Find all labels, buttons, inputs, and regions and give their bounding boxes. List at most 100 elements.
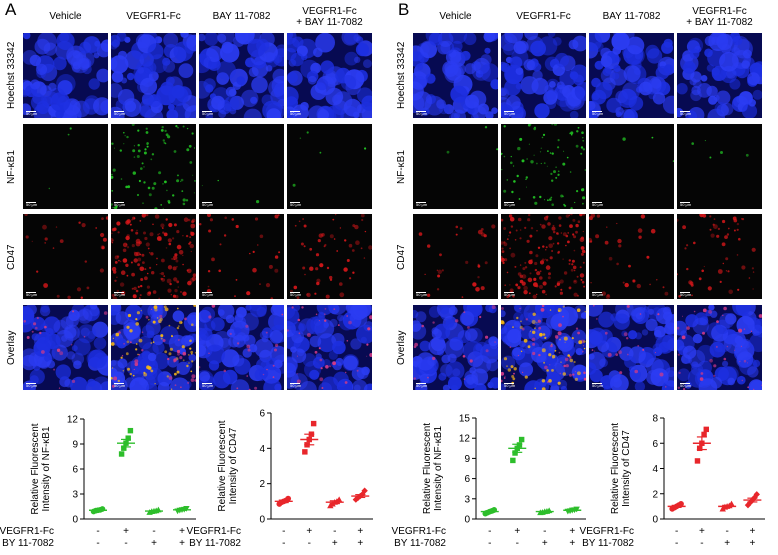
data-point — [701, 431, 707, 438]
y-tick-label: 0 — [464, 515, 470, 526]
micrograph-tile: 50 μm — [677, 305, 762, 390]
factor-mark: - — [675, 526, 678, 537]
micrograph-tile: 50 μm — [501, 124, 586, 209]
scale-bar-label: 50 μm — [114, 202, 126, 207]
data-point — [510, 457, 516, 464]
factor-mark: - — [96, 526, 99, 537]
scale-bar-label: 50 μm — [504, 383, 516, 388]
factor-label: BY 11-7082 — [582, 538, 634, 549]
scale-bar-label: 50 μm — [416, 383, 428, 388]
factor-mark: + — [724, 538, 730, 549]
micrograph-tile: 50 μm — [589, 305, 674, 390]
scale-bar-label: 50 μm — [504, 111, 516, 116]
column-header: Vehicle — [49, 11, 82, 22]
data-point — [751, 494, 758, 501]
micrograph-tile: 50 μm — [501, 33, 586, 118]
data-point — [753, 491, 760, 498]
micrograph-tile: 50 μm — [677, 214, 762, 299]
scale-bar-label: 50 μm — [290, 292, 302, 297]
y-tick-label: 2 — [652, 489, 658, 500]
data-point — [694, 458, 701, 464]
data-point — [118, 451, 125, 457]
factor-mark: + — [542, 538, 548, 549]
scale-bar-label: 50 μm — [114, 292, 126, 297]
micrograph-tile: 50 μm — [677, 124, 762, 209]
data-point — [512, 450, 518, 456]
scale-bar-label: 50 μm — [202, 383, 214, 388]
micrograph-tile: 50 μm — [199, 214, 284, 299]
y-tick-label: 0 — [652, 515, 658, 526]
y-tick-label: 4 — [259, 444, 265, 455]
y-tick-label: 3 — [72, 490, 78, 501]
micrograph-tile: 50 μm — [589, 214, 674, 299]
factor-mark: + — [306, 526, 312, 537]
panel-letter: A — [5, 0, 17, 19]
factor-mark: - — [96, 538, 99, 549]
column-header: BAY 11-7082 — [602, 11, 661, 22]
micrograph-tile: 50 μm — [413, 214, 498, 299]
factor-mark: - — [488, 526, 491, 537]
scale-bar-label: 50 μm — [592, 383, 604, 388]
column-header: BAY 11-7082 — [212, 11, 271, 22]
factor-mark: + — [179, 538, 185, 549]
micrograph-tile: 50 μm — [199, 33, 284, 118]
y-tick-label: 12 — [67, 415, 79, 426]
column-header: VEGFR1-Fc — [516, 11, 571, 22]
column-header: VEGFR1-Fc — [126, 11, 181, 22]
data-point — [518, 436, 525, 443]
scale-bar-label: 50 μm — [504, 292, 516, 297]
y-axis-label: Relative FluorescentIntensity of NF-κB1 — [30, 423, 52, 514]
factor-mark: - — [725, 526, 728, 537]
micrograph-tile: 50 μm — [589, 33, 674, 118]
y-tick-label: 15 — [459, 414, 471, 425]
factor-label: BY 11-7082 — [189, 538, 241, 549]
micrograph-tile: 50 μm — [501, 214, 586, 299]
y-tick-label: 3 — [464, 494, 470, 505]
scale-bar-label: 50 μm — [202, 202, 214, 207]
scale-bar-label: 50 μm — [26, 111, 38, 116]
scale-bar-label: 50 μm — [26, 292, 38, 297]
y-tick-label: 9 — [464, 454, 470, 465]
micrograph-tile: 50 μm — [287, 124, 372, 209]
y-tick-label: 12 — [459, 434, 471, 445]
micrograph-tile: 50 μm — [413, 33, 498, 118]
factor-mark: + — [357, 538, 363, 549]
factor-label: BY 11-7082 — [2, 538, 54, 549]
scale-bar-label: 50 μm — [290, 383, 302, 388]
data-point — [310, 420, 317, 427]
micrograph-tile: 50 μm — [23, 305, 108, 390]
micrograph-tile: 50 μm — [501, 305, 586, 390]
scale-bar-label: 50 μm — [592, 292, 604, 297]
factor-mark: + — [749, 538, 755, 549]
factor-mark: - — [124, 538, 127, 549]
scale-bar-label: 50 μm — [26, 383, 38, 388]
factor-mark: + — [123, 526, 129, 537]
factor-mark: + — [332, 538, 338, 549]
factor-mark: - — [516, 538, 519, 549]
factor-mark: + — [569, 538, 575, 549]
micrograph-tile: 50 μm — [413, 124, 498, 209]
y-tick-label: 6 — [464, 474, 470, 485]
scale-bar-label: 50 μm — [680, 292, 692, 297]
scale-bar-label: 50 μm — [592, 202, 604, 207]
factor-mark: + — [699, 526, 705, 537]
factor-label: VEGFR1-Fc — [187, 526, 241, 537]
y-axis-label: Relative FluorescentIntensity of NF-κB1 — [422, 423, 444, 514]
scale-bar-label: 50 μm — [202, 292, 214, 297]
micrograph-tile: 50 μm — [589, 124, 674, 209]
micrograph-tile: 50 μm — [23, 33, 108, 118]
panel-letter: B — [398, 0, 410, 19]
scale-bar-label: 50 μm — [114, 383, 126, 388]
data-point — [121, 445, 127, 451]
micrograph-tile: 50 μm — [413, 305, 498, 390]
y-tick-label: 2 — [259, 479, 265, 490]
factor-mark: - — [488, 538, 491, 549]
data-point — [703, 426, 709, 433]
column-header: VEGFR1-Fc + BAY 11-7082 — [686, 6, 753, 28]
micrograph-tile: 50 μm — [111, 214, 196, 299]
micrograph-tile: 50 μm — [23, 214, 108, 299]
y-axis-label: Relative FluorescentIntensity of CD47 — [217, 420, 239, 511]
